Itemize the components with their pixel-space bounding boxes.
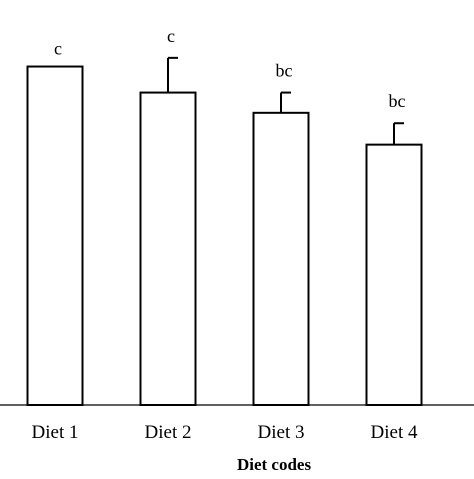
x-tick-label-1: Diet 1 — [32, 422, 79, 443]
significance-letter-4: bc — [389, 91, 406, 111]
x-tick-label-3: Diet 3 — [258, 422, 305, 443]
bars-layer — [28, 67, 474, 405]
significance-letter-2: c — [167, 26, 175, 46]
x-tick-label-2: Diet 2 — [145, 422, 192, 443]
x-axis-title: Diet codes — [237, 455, 312, 474]
significance-letter-3: bc — [276, 61, 293, 81]
bar-4 — [367, 145, 422, 405]
error-bars-layer — [168, 58, 474, 181]
bar-1 — [28, 67, 83, 405]
bar-3 — [254, 113, 309, 405]
x-tick-label-4: Diet 4 — [371, 422, 418, 443]
significance-letter-1: c — [54, 39, 62, 59]
bar-2 — [141, 93, 196, 405]
